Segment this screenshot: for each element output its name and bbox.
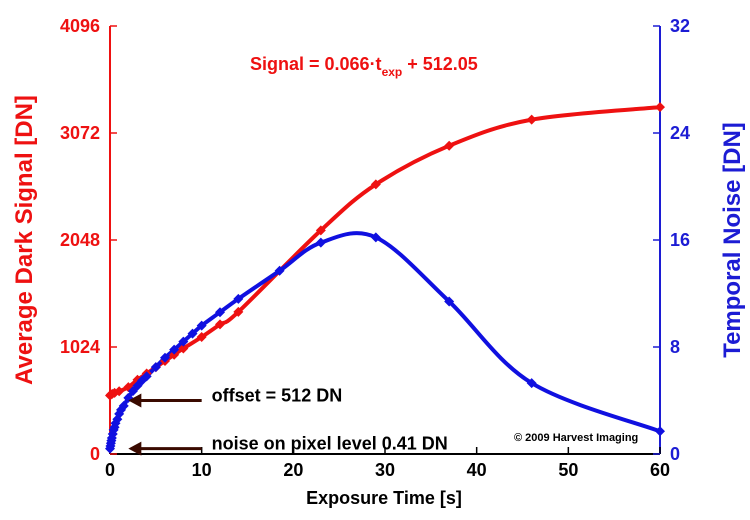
annotations: offset = 512 DN noise on pixel level 0.41… — [128, 386, 448, 456]
right-y-axis-label: Temporal Noise [DN] — [719, 122, 746, 358]
noise-data-point — [187, 328, 198, 339]
annotation-arrow-head — [128, 393, 142, 408]
right-y-tick-label: 0 — [670, 444, 680, 464]
x-tick-label: 30 — [375, 460, 395, 480]
right-y-tick-label: 32 — [670, 16, 690, 36]
fit-equation: Signal = 0.066·texp + 512.05 — [250, 54, 478, 79]
signal-data-point — [655, 102, 665, 113]
x-tick-label: 40 — [467, 460, 487, 480]
noise-data-point — [274, 265, 285, 276]
signal-series-line — [108, 105, 662, 398]
x-tick-label: 50 — [558, 460, 578, 480]
signal-data-point — [233, 306, 244, 317]
annotation-label: offset = 512 DN — [212, 386, 343, 406]
noise-data-point — [315, 237, 326, 248]
left-y-axis-label: Average Dark Signal [DN] — [11, 95, 38, 385]
x-tick-label: 10 — [192, 460, 212, 480]
noise-data-point — [169, 344, 180, 355]
series-markers — [105, 102, 665, 454]
x-tick-label: 20 — [283, 460, 303, 480]
right-y-tick-label: 16 — [670, 230, 690, 250]
noise-data-point — [215, 307, 225, 318]
signal-data-point — [370, 179, 381, 190]
noise-data-point — [233, 293, 244, 304]
noise-data-point — [526, 378, 537, 389]
series-curves — [108, 105, 662, 451]
equation-subscript: exp — [382, 65, 403, 79]
signal-data-point — [526, 114, 537, 125]
signal-data-point — [169, 349, 180, 360]
noise-data-point — [150, 362, 161, 373]
noise-data-point — [178, 336, 189, 347]
left-y-tick-label: 1024 — [60, 337, 100, 357]
signal-data-point — [196, 331, 207, 342]
x-axis-label: Exposure Time [s] — [306, 488, 462, 508]
annotation-label: noise on pixel level 0.41 DN — [212, 434, 448, 454]
signal-data-point — [444, 140, 455, 151]
right-y-tick-label: 24 — [670, 123, 690, 143]
noise-data-point — [118, 400, 129, 411]
left-y-tick-label: 0 — [90, 444, 100, 464]
signal-data-point — [215, 319, 225, 330]
signal-data-point — [114, 386, 125, 397]
noise-data-point — [141, 371, 152, 382]
left-y-tick-label: 2048 — [60, 230, 100, 250]
right-y-tick-label: 8 — [670, 337, 680, 357]
x-tick-label: 0 — [105, 460, 115, 480]
signal-data-point — [178, 343, 189, 354]
copyright-notice: © 2009 Harvest Imaging — [514, 432, 638, 444]
noise-data-point — [444, 296, 455, 307]
x-tick-label: 60 — [650, 460, 670, 480]
noise-data-point — [370, 232, 381, 243]
equation-prefix: Signal = 0.066·t — [250, 54, 382, 74]
noise-data-point — [655, 426, 665, 437]
annotation-arrow-head — [128, 441, 142, 456]
noise-data-point — [160, 352, 170, 363]
left-y-tick-label: 4096 — [60, 16, 100, 36]
axes — [109, 25, 661, 455]
left-y-tick-label: 3072 — [60, 123, 100, 143]
equation-suffix: + 512.05 — [402, 54, 478, 74]
noise-data-point — [196, 320, 207, 331]
signal-data-point — [315, 225, 326, 236]
